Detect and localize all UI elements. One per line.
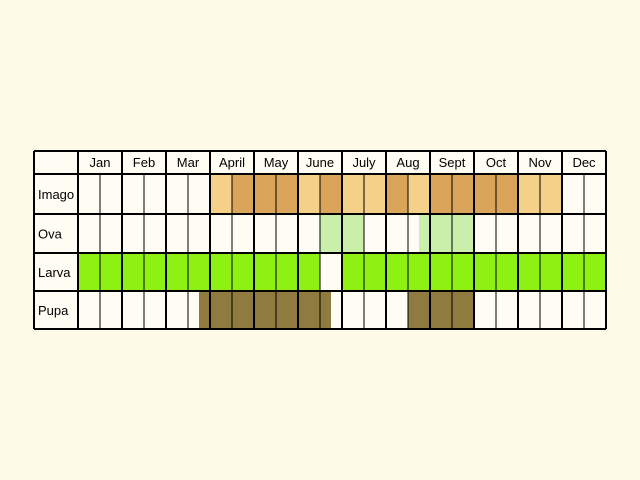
stage-label-larva: Larva — [38, 265, 71, 280]
month-label-feb: Feb — [133, 155, 155, 170]
imago-period-3 — [320, 174, 342, 214]
imago-period-1 — [232, 174, 298, 214]
month-label-jan: Jan — [90, 155, 111, 170]
month-label-sept: Sept — [439, 155, 466, 170]
stage-label-imago: Imago — [38, 187, 74, 202]
stage-label-pupa: Pupa — [38, 303, 69, 318]
month-label-aug: Aug — [396, 155, 419, 170]
imago-period-6 — [408, 174, 430, 214]
ova-period-1 — [419, 214, 474, 253]
month-label-june: June — [306, 155, 334, 170]
month-label-nov: Nov — [528, 155, 552, 170]
imago-period-5 — [386, 174, 408, 214]
pupa-period-0 — [199, 291, 331, 329]
imago-period-2 — [298, 174, 320, 214]
imago-period-0 — [210, 174, 232, 214]
month-label-april: April — [219, 155, 245, 170]
month-label-oct: Oct — [486, 155, 507, 170]
month-label-dec: Dec — [572, 155, 596, 170]
stage-label-ova: Ova — [38, 227, 63, 242]
larva-period-0 — [78, 253, 320, 291]
pupa-period-1 — [408, 291, 474, 329]
month-label-may: May — [264, 155, 289, 170]
month-label-mar: Mar — [177, 155, 200, 170]
month-label-july: July — [352, 155, 376, 170]
